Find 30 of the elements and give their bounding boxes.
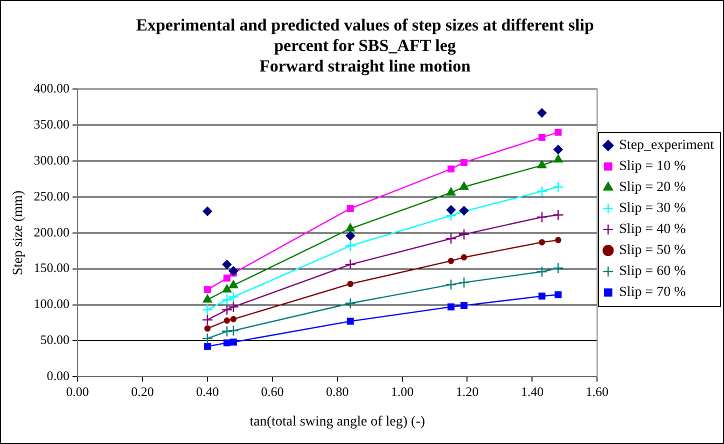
legend-label: Slip = 50 % [619, 243, 686, 258]
legend-label: Slip = 20 % [619, 180, 686, 196]
x-tick-label: 1.40 [520, 384, 544, 399]
y-tick-label: 300.00 [34, 152, 70, 168]
x-tick-label: 1.20 [456, 384, 479, 399]
chart-title: Experimental and predicted values of step sizes at different slip percent for SBS_AFT leg [136, 16, 594, 55]
chart-subtitle: Forward straight line motion [259, 56, 472, 76]
x-tick-label: 0.40 [196, 384, 219, 399]
y-tick-label: 150.00 [34, 260, 70, 276]
x-axis-title: tan(total swing angle of leg) (-) [250, 414, 426, 430]
y-tick-label: 400.00 [34, 80, 70, 96]
legend-label: Slip = 40 % [619, 222, 686, 238]
legend-label: Slip = 60 % [619, 264, 686, 280]
x-tick-label: 0.00 [66, 384, 89, 399]
legend-label: Slip = 70 % [619, 285, 686, 300]
legend-label: Slip = 30 % [619, 201, 686, 216]
legend-label: Step_experiment [619, 138, 714, 154]
x-tick-label: 0.20 [131, 384, 154, 399]
legend-label: Slip = 10 % [619, 159, 686, 174]
x-tick-label: 1.00 [390, 384, 414, 399]
y-tick-label: 250.00 [34, 188, 70, 204]
y-tick-label: 0.00 [46, 368, 70, 384]
y-tick-label: 100.00 [34, 296, 70, 312]
y-axis-title: Step size (mm) [11, 190, 26, 276]
x-tick-label: 0.60 [261, 384, 284, 399]
x-tick-label: 1.60 [586, 384, 609, 399]
y-tick-label: 350.00 [34, 116, 70, 132]
y-tick-label: 50.00 [40, 332, 70, 348]
x-tick-label: 0.80 [326, 384, 349, 399]
y-tick-label: 200.00 [34, 224, 70, 240]
